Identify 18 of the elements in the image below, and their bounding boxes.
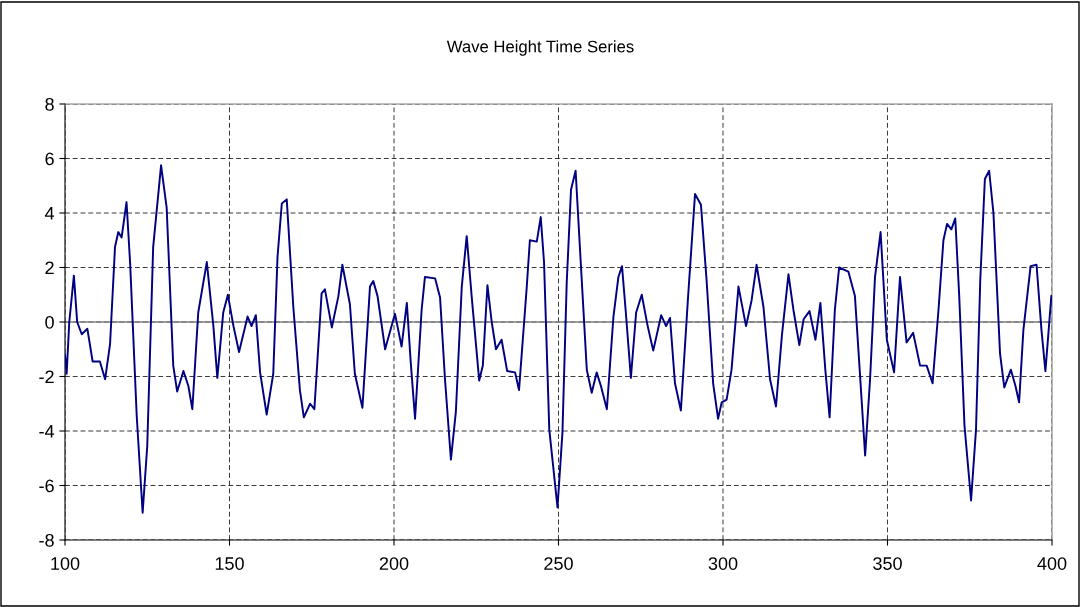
y-tick-label: -4 [39, 425, 55, 438]
line-series [65, 164, 1052, 514]
x-tick-label: 200 [379, 557, 409, 570]
y-tick-label: -8 [39, 533, 54, 547]
x-tick-label: 250 [544, 557, 573, 570]
y-tick-label: 2 [45, 261, 54, 275]
x-tick-label: 150 [215, 557, 244, 570]
x-tick-label: 100 [51, 557, 80, 570]
chart-title: Wave Height Time Series [446, 40, 634, 56]
x-tick-label: 400 [1037, 557, 1067, 570]
y-tick-label: 8 [45, 97, 54, 111]
x-tick-label: 300 [708, 557, 738, 570]
y-tick-label: 4 [44, 207, 55, 220]
y-tick-label: -6 [39, 479, 54, 493]
y-tick-label: -2 [39, 370, 54, 384]
x-tick-label: 350 [873, 557, 902, 570]
y-tick-label: 6 [45, 152, 54, 166]
y-tick-label: 0 [45, 315, 54, 329]
